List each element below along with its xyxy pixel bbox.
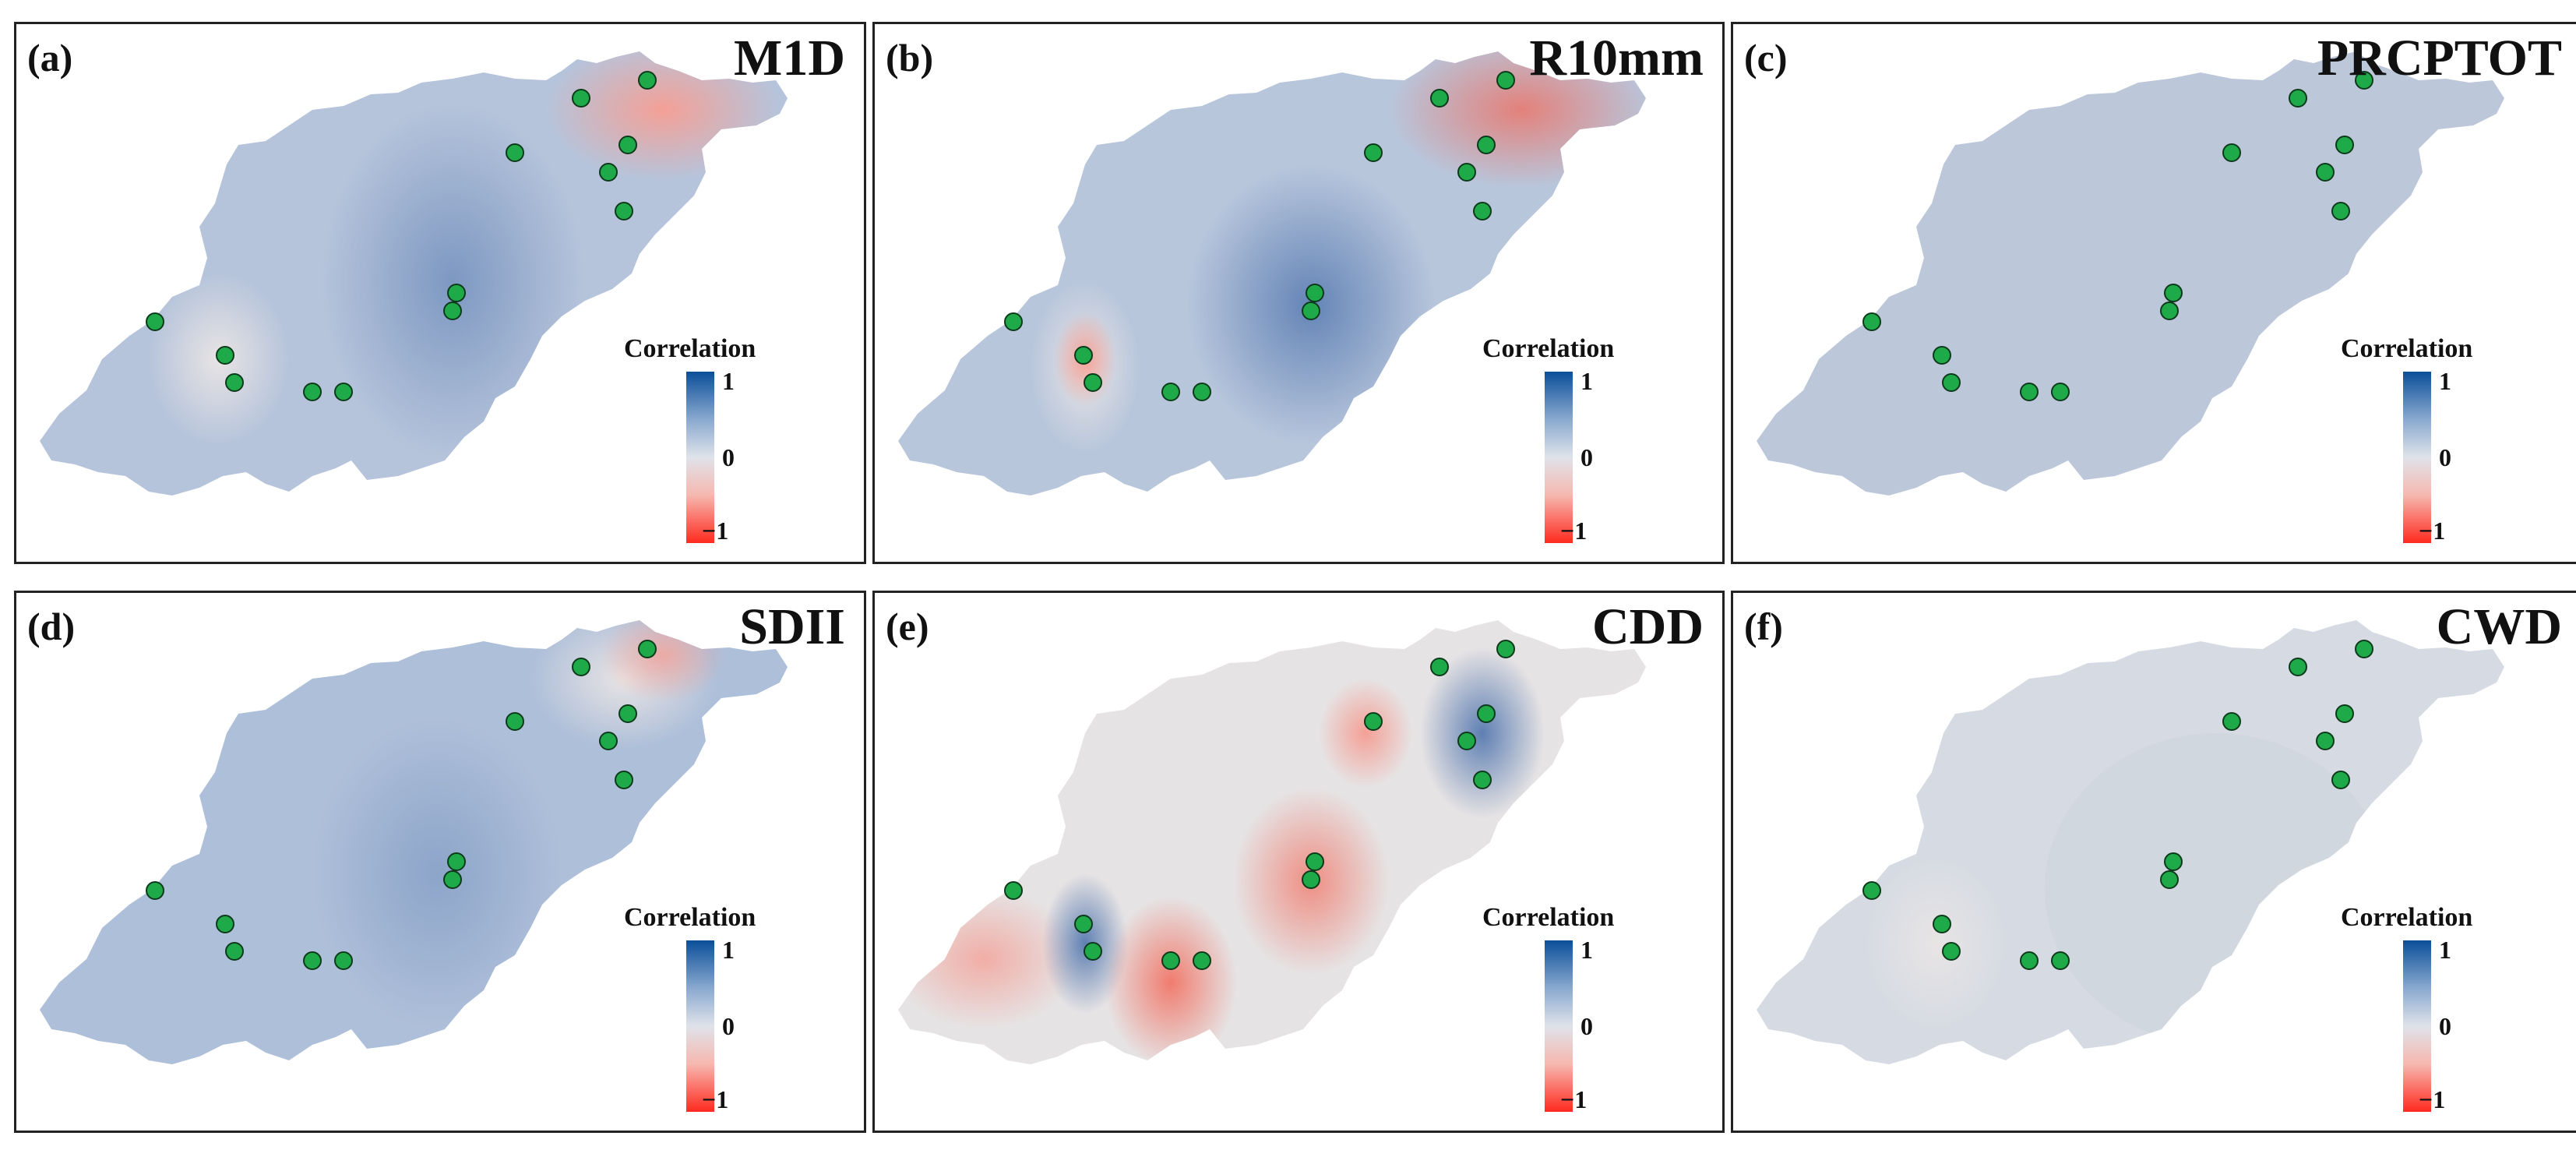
colorbar-title: Correlation xyxy=(624,903,756,932)
colorbar-tick-min: −1 xyxy=(1560,1085,1588,1113)
panel-e: (e) CDD Correlation 1 0 −1 xyxy=(872,591,1725,1133)
colorbar-tick-min: −1 xyxy=(1560,517,1588,545)
panel-d: (d) SDII Correlation 1 0 −1 xyxy=(14,591,866,1133)
colorbar xyxy=(1545,372,1573,543)
panel-a: (a) M1D Correlation 1 0 −1 xyxy=(14,22,866,564)
colorbar xyxy=(2403,372,2431,543)
panel-label: (a) xyxy=(27,36,73,79)
panel-title: M1D xyxy=(734,30,845,86)
colorbar-tick-zero: 0 xyxy=(722,443,735,471)
colorbar-tick-max: 1 xyxy=(2439,367,2451,395)
colorbar-title: Correlation xyxy=(624,334,756,363)
correlation-map-c xyxy=(1757,51,2504,496)
colorbar xyxy=(1545,940,1573,1112)
colorbar xyxy=(686,940,714,1112)
colorbar-tick-min: −1 xyxy=(702,1085,729,1113)
panel-title: PRCPTOT xyxy=(2317,30,2562,86)
correlation-map-f xyxy=(1757,620,2504,1064)
colorbar-tick-zero: 0 xyxy=(2439,443,2451,471)
colorbar-tick-max: 1 xyxy=(722,936,735,964)
panel-label: (b) xyxy=(886,36,934,79)
colorbar-tick-min: −1 xyxy=(2419,1085,2446,1113)
colorbar-tick-max: 1 xyxy=(722,367,735,395)
colorbar-tick-max: 1 xyxy=(1580,367,1593,395)
colorbar-tick-max: 1 xyxy=(2439,936,2451,964)
colorbar xyxy=(686,372,714,543)
panel-label: (e) xyxy=(886,605,929,648)
panel-b: (b) R10mm Correlation 1 0 −1 xyxy=(872,22,1725,564)
panel-label: (f) xyxy=(1744,605,1783,648)
panel-title: SDII xyxy=(739,598,845,655)
correlation-map-e xyxy=(898,620,1646,1064)
panel-title: CWD xyxy=(2436,598,2562,655)
panel-c: (c) PRCPTOT Correlation 1 0 −1 xyxy=(1731,22,2576,564)
colorbar-title: Correlation xyxy=(2341,334,2473,363)
panel-label: (c) xyxy=(1744,36,1788,79)
panel-f: (f) CWD Correlation 1 0 −1 xyxy=(1731,591,2576,1133)
colorbar-tick-zero: 0 xyxy=(2439,1012,2451,1040)
panel-title: R10mm xyxy=(1529,30,1704,86)
panel-label: (d) xyxy=(27,605,76,648)
correlation-map-a xyxy=(40,51,788,496)
colorbar-title: Correlation xyxy=(1482,334,1615,363)
colorbar-tick-zero: 0 xyxy=(722,1012,735,1040)
panel-title: CDD xyxy=(1592,598,1704,655)
colorbar-tick-zero: 0 xyxy=(1580,1012,1593,1040)
colorbar-title: Correlation xyxy=(1482,903,1615,932)
correlation-map-b xyxy=(898,51,1646,496)
colorbar-tick-min: −1 xyxy=(2419,517,2446,545)
colorbar-tick-zero: 0 xyxy=(1580,443,1593,471)
colorbar-tick-min: −1 xyxy=(702,517,729,545)
colorbar-tick-max: 1 xyxy=(1580,936,1593,964)
colorbar xyxy=(2403,940,2431,1112)
correlation-map-d xyxy=(40,620,788,1064)
colorbar-title: Correlation xyxy=(2341,903,2473,932)
